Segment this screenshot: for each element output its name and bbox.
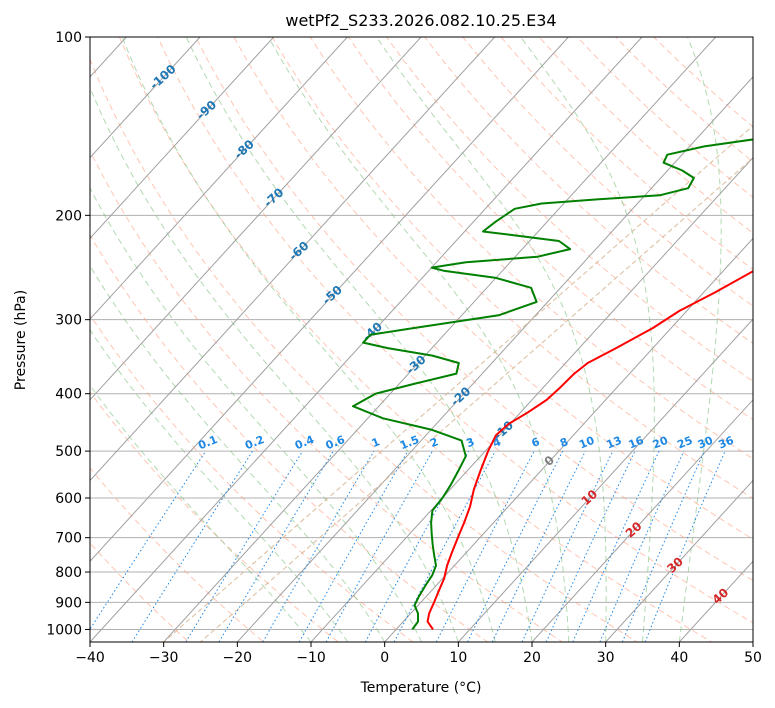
skewed-isotherm xyxy=(90,37,275,240)
skewed-isotherms xyxy=(90,37,753,642)
dry-adiabat xyxy=(309,37,753,460)
skewed-isotherm xyxy=(162,37,717,642)
x-axis-ticks: −40 −30 −20 −10 0 10 20 30 40 50 xyxy=(75,642,762,666)
background-curves xyxy=(162,124,753,642)
y-tick-label: 900 xyxy=(55,595,82,611)
skewed-isotherm xyxy=(90,37,570,563)
profile-line-2 xyxy=(352,138,753,630)
y-tick-label: 300 xyxy=(55,313,82,329)
mixing-ratio-line xyxy=(599,450,685,642)
mixing-ratio-line xyxy=(364,450,470,642)
x-axis-label: Temperature (°C) xyxy=(360,680,482,696)
dry-adiabat xyxy=(385,37,753,382)
x-tick-label: 50 xyxy=(744,650,762,666)
skewed-isotherm xyxy=(236,76,753,642)
dry-adiabat xyxy=(90,234,489,642)
plot-frame xyxy=(89,36,754,643)
mixing-ratio-line xyxy=(644,450,726,642)
mixing-ratio-line xyxy=(131,450,254,642)
x-tick-label: 30 xyxy=(597,650,615,666)
mixing-ratio-label: 13 xyxy=(605,434,624,452)
skewed-isotherm xyxy=(310,156,753,642)
dry-adiabat xyxy=(347,37,753,421)
x-tick-label: 40 xyxy=(670,650,688,666)
mixing-ratio-label: 10 xyxy=(577,434,596,452)
profile-line-1 xyxy=(426,270,753,630)
mixing-ratio-line xyxy=(325,450,433,642)
mixing-ratio-label: 8 xyxy=(558,435,570,450)
moist-adiabat xyxy=(185,37,533,642)
skewed-isotherm xyxy=(531,399,753,642)
x-tick-label: 10 xyxy=(449,650,467,666)
y-tick-label: 200 xyxy=(55,208,82,224)
moist-adiabat xyxy=(90,86,459,642)
y-tick-label: 500 xyxy=(55,444,82,460)
background-curve xyxy=(162,124,753,642)
dry-adiabat xyxy=(118,37,713,642)
mixing-ratio-line xyxy=(467,450,564,642)
moist-adiabat xyxy=(520,37,655,642)
skewed-isotherm xyxy=(90,37,422,401)
mixing-ratio-label: 30 xyxy=(696,434,715,452)
x-tick-label: −10 xyxy=(296,650,326,666)
skewed-isotherm xyxy=(604,479,753,642)
mixing-ratio-label: 25 xyxy=(675,434,694,452)
x-tick-label: −20 xyxy=(223,650,253,666)
mixing-ratio-label: 16 xyxy=(627,434,646,452)
skewed-isotherm xyxy=(90,37,643,642)
background-curve xyxy=(199,157,753,642)
moist-adiabat xyxy=(678,37,722,642)
moist-adiabat xyxy=(376,37,607,642)
dry-adiabat xyxy=(271,37,753,500)
mixing-ratio-label: 3 xyxy=(464,435,476,450)
x-tick-label: −40 xyxy=(75,650,105,666)
x-tick-label: −30 xyxy=(149,650,179,666)
y-tick-label: 400 xyxy=(55,387,82,403)
mixing-ratio-line xyxy=(621,450,705,642)
y-tick-label: 600 xyxy=(55,491,82,507)
profiles xyxy=(352,138,753,630)
y-tick-label: 700 xyxy=(55,531,82,547)
chart-title: wetPf2_S233.2026.082.10.25.E34 xyxy=(285,11,556,31)
moist-adiabat xyxy=(267,37,570,642)
dry-adiabat xyxy=(90,467,265,642)
moist-adiabat xyxy=(90,187,422,642)
dry-adiabat xyxy=(157,37,753,624)
mixing-ratio-label: 1 xyxy=(370,435,382,450)
skewed-isotherm xyxy=(383,237,753,642)
x-tick-label: 20 xyxy=(523,650,541,666)
mixing-ratio-line xyxy=(90,450,207,631)
moist-adiabat xyxy=(90,264,386,642)
dry-adiabat xyxy=(90,542,190,642)
moist-adiabat xyxy=(90,329,349,642)
mixing-ratio-label: 20 xyxy=(651,434,670,452)
mixing-ratio-line xyxy=(572,450,660,642)
moist-adiabat xyxy=(121,37,496,642)
dry-adiabat xyxy=(462,37,753,307)
y-tick-label: 1000 xyxy=(46,622,82,638)
y-tick-label: 800 xyxy=(55,565,82,581)
skewed-isotherm xyxy=(90,37,496,482)
skewed-isotherm xyxy=(457,318,753,642)
y-axis-label: Pressure (hPa) xyxy=(13,290,29,390)
dry-adiabat xyxy=(90,313,414,642)
y-axis-ticks: 1000 900 800 700 600 500 400 300 200 100 xyxy=(46,30,90,638)
mixing-ratio-line xyxy=(185,450,304,642)
mixing-ratio-label: 2 xyxy=(428,435,440,450)
mixing-ratio-label: 36 xyxy=(717,434,736,452)
skewed-isotherm xyxy=(90,37,201,159)
plot-area: -100-90-80-70-60-50-40-30-20-10010203040… xyxy=(90,37,753,642)
skewed-isotherm xyxy=(90,37,349,320)
x-tick-label: 0 xyxy=(380,650,389,666)
y-tick-label: 100 xyxy=(55,30,82,46)
dry-adiabat xyxy=(90,58,638,642)
